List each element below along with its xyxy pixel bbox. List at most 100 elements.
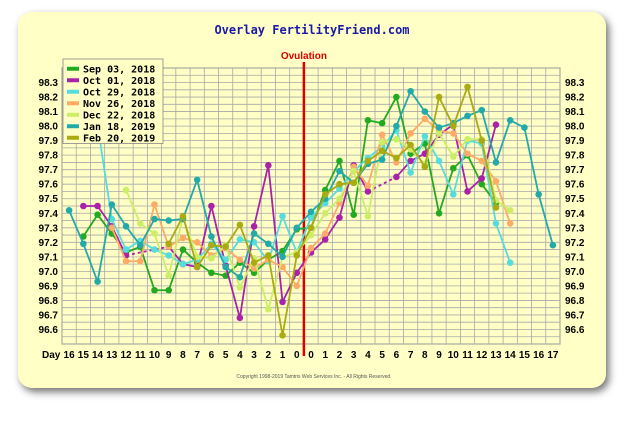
data-point: [293, 224, 301, 232]
chart-svg: Overlay FertilityFriend.com Ovulation 96…: [39, 23, 585, 380]
series-line: [352, 120, 369, 215]
x-tick-label: 0: [308, 350, 314, 361]
x-tick-label: 17: [547, 350, 559, 361]
data-point: [122, 186, 130, 194]
y-tick-label-left: 97.9: [39, 136, 59, 147]
series-line: [324, 160, 341, 191]
data-point: [435, 209, 443, 217]
data-point: [279, 331, 286, 339]
series-line: [82, 214, 99, 237]
series-line: [167, 217, 184, 276]
series-line: [253, 165, 270, 227]
y-tick-label-left: 97.4: [39, 209, 59, 220]
x-tick-label: 16: [64, 350, 76, 361]
x-tick-label: 5: [379, 350, 385, 361]
data-point: [265, 252, 272, 259]
series-line: [239, 224, 255, 263]
data-point: [393, 135, 400, 143]
chart-frame: Overlay FertilityFriend.com Ovulation 96…: [18, 12, 606, 388]
data-point: [236, 284, 244, 291]
series-line: [452, 138, 469, 158]
y-tick-label-right: 97.9: [565, 136, 585, 147]
y-tick-label-left: 98.3: [39, 78, 59, 89]
series-line: [210, 236, 227, 268]
data-point: [250, 230, 258, 237]
data-point: [549, 241, 557, 249]
legend-label: Nov 26, 2018: [83, 99, 155, 110]
data-point: [521, 124, 528, 131]
x-tick-label: 9: [166, 350, 172, 361]
data-point: [393, 173, 400, 181]
series-line: [537, 194, 554, 246]
data-point: [336, 195, 343, 203]
x-tick-label: 7: [194, 350, 200, 361]
series-line: [495, 223, 512, 263]
data-point: [492, 204, 500, 211]
data-point: [122, 257, 130, 265]
data-point: [506, 207, 514, 214]
data-point: [449, 130, 457, 137]
data-point: [449, 164, 457, 172]
y-tick-label-right: 97.5: [565, 194, 585, 205]
data-point: [208, 241, 215, 249]
x-tick-label: 13: [490, 350, 502, 361]
x-tick-label: 11: [135, 350, 146, 361]
series-line: [466, 86, 483, 141]
series-line: [182, 215, 199, 268]
data-point: [421, 108, 429, 115]
data-point: [151, 286, 158, 294]
y-tick-label-right: 96.8: [565, 296, 585, 307]
y-tick-label-left: 97.0: [39, 267, 59, 278]
x-tick-label: 14: [505, 350, 517, 361]
series-layer: [65, 83, 557, 339]
x-tick-label: 14: [92, 350, 104, 361]
data-point: [265, 162, 272, 169]
y-tick-label-right: 96.6: [565, 325, 585, 336]
series-line: [281, 266, 298, 287]
series-line: [381, 96, 398, 124]
data-point: [179, 212, 187, 220]
series-line: [367, 141, 384, 217]
y-tick-label-left: 96.8: [39, 296, 59, 307]
data-point: [492, 121, 500, 128]
data-point: [265, 240, 272, 248]
data-point: [151, 201, 158, 208]
legend-label: Oct 01, 2018: [83, 76, 155, 87]
y-tick-label-right: 97.8: [565, 151, 585, 162]
x-tick-label: 0: [294, 350, 300, 361]
series-line: [409, 90, 426, 113]
data-point: [478, 137, 486, 144]
data-point: [492, 220, 500, 227]
series-line: [324, 198, 341, 214]
data-point: [293, 269, 301, 277]
legend-label: Sep 03, 2018: [83, 64, 155, 75]
series-line: [452, 86, 469, 127]
data-point: [435, 124, 443, 131]
data-point: [506, 116, 514, 124]
data-point: [435, 93, 443, 101]
series-line: [480, 109, 497, 163]
data-point: [336, 157, 343, 165]
legend-label: Dec 22, 2018: [83, 110, 155, 121]
data-point: [478, 157, 486, 165]
series-line: [253, 258, 270, 310]
data-point: [222, 263, 229, 271]
x-tick-label: 10: [448, 350, 460, 361]
series-line: [495, 120, 512, 163]
y-tick-label-left: 96.7: [39, 310, 59, 321]
y-tick-label-left: 97.6: [39, 180, 59, 191]
x-tick-label: 4: [237, 350, 243, 361]
data-point: [421, 132, 429, 140]
data-point: [236, 256, 244, 264]
data-point: [165, 217, 173, 224]
data-point: [136, 220, 144, 227]
data-point: [336, 180, 343, 188]
y-axis-left: 96.6 96.7 96.8 96.9 97.0 97.1 97.2 97.3 97.4 97.5…: [39, 78, 59, 336]
x-tick-label: 13: [106, 350, 118, 361]
data-point: [136, 241, 144, 249]
data-point: [393, 122, 400, 130]
x-tick-label: 15: [78, 350, 90, 361]
data-point: [122, 246, 130, 253]
data-point: [165, 272, 173, 280]
data-point: [151, 215, 158, 223]
